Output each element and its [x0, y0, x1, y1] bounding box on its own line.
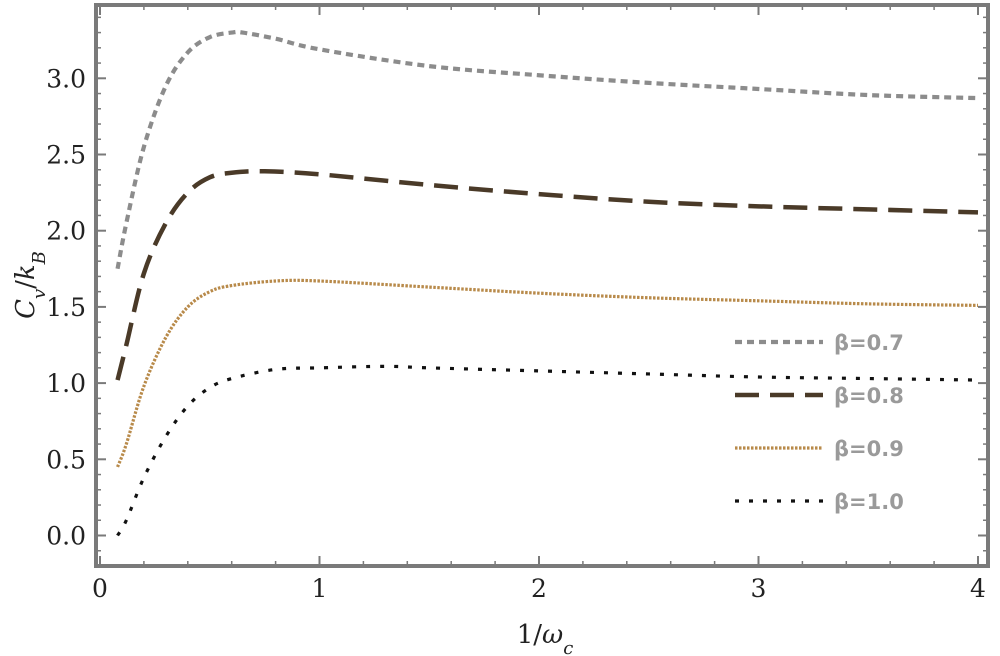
- legend-label: β=0.8: [834, 384, 904, 408]
- x-tick-label: 3: [751, 574, 767, 603]
- legend-label: β=0.9: [834, 437, 904, 461]
- series-layer: [115, 29, 979, 537]
- y-tick-label: 2.5: [46, 141, 86, 170]
- y-tick-label: 0.5: [46, 445, 86, 474]
- y-tick-label: 2.0: [46, 217, 86, 246]
- axis-ticks: 0 1 2 3 4 0.0 0.5 1.0 1.5 2.0 2.5 3.0: [46, 5, 988, 603]
- series-line-β=0.9: [116, 278, 979, 468]
- x-tick-label: 4: [970, 574, 986, 603]
- x-tick-label: 0: [92, 574, 108, 603]
- series-line-β=0.8: [115, 168, 979, 381]
- legend: β=0.7 β=0.8 β=0.9 β=1.0: [735, 331, 904, 514]
- y-tick-label: 1.0: [46, 369, 86, 398]
- legend-label: β=1.0: [834, 490, 904, 514]
- y-axis-label: Cv/kB: [11, 251, 50, 319]
- legend-label: β=0.7: [834, 331, 904, 355]
- y-tick-label: 3.0: [46, 64, 86, 93]
- x-tick-label: 2: [531, 574, 547, 603]
- plot-frame: [94, 3, 990, 568]
- y-tick-label: 1.5: [46, 293, 86, 322]
- series-line-β=0.7: [115, 29, 979, 270]
- x-axis-label: 1/ωc: [517, 620, 574, 656]
- x-tick-label: 1: [312, 574, 328, 603]
- y-tick-label: 0.0: [46, 522, 86, 551]
